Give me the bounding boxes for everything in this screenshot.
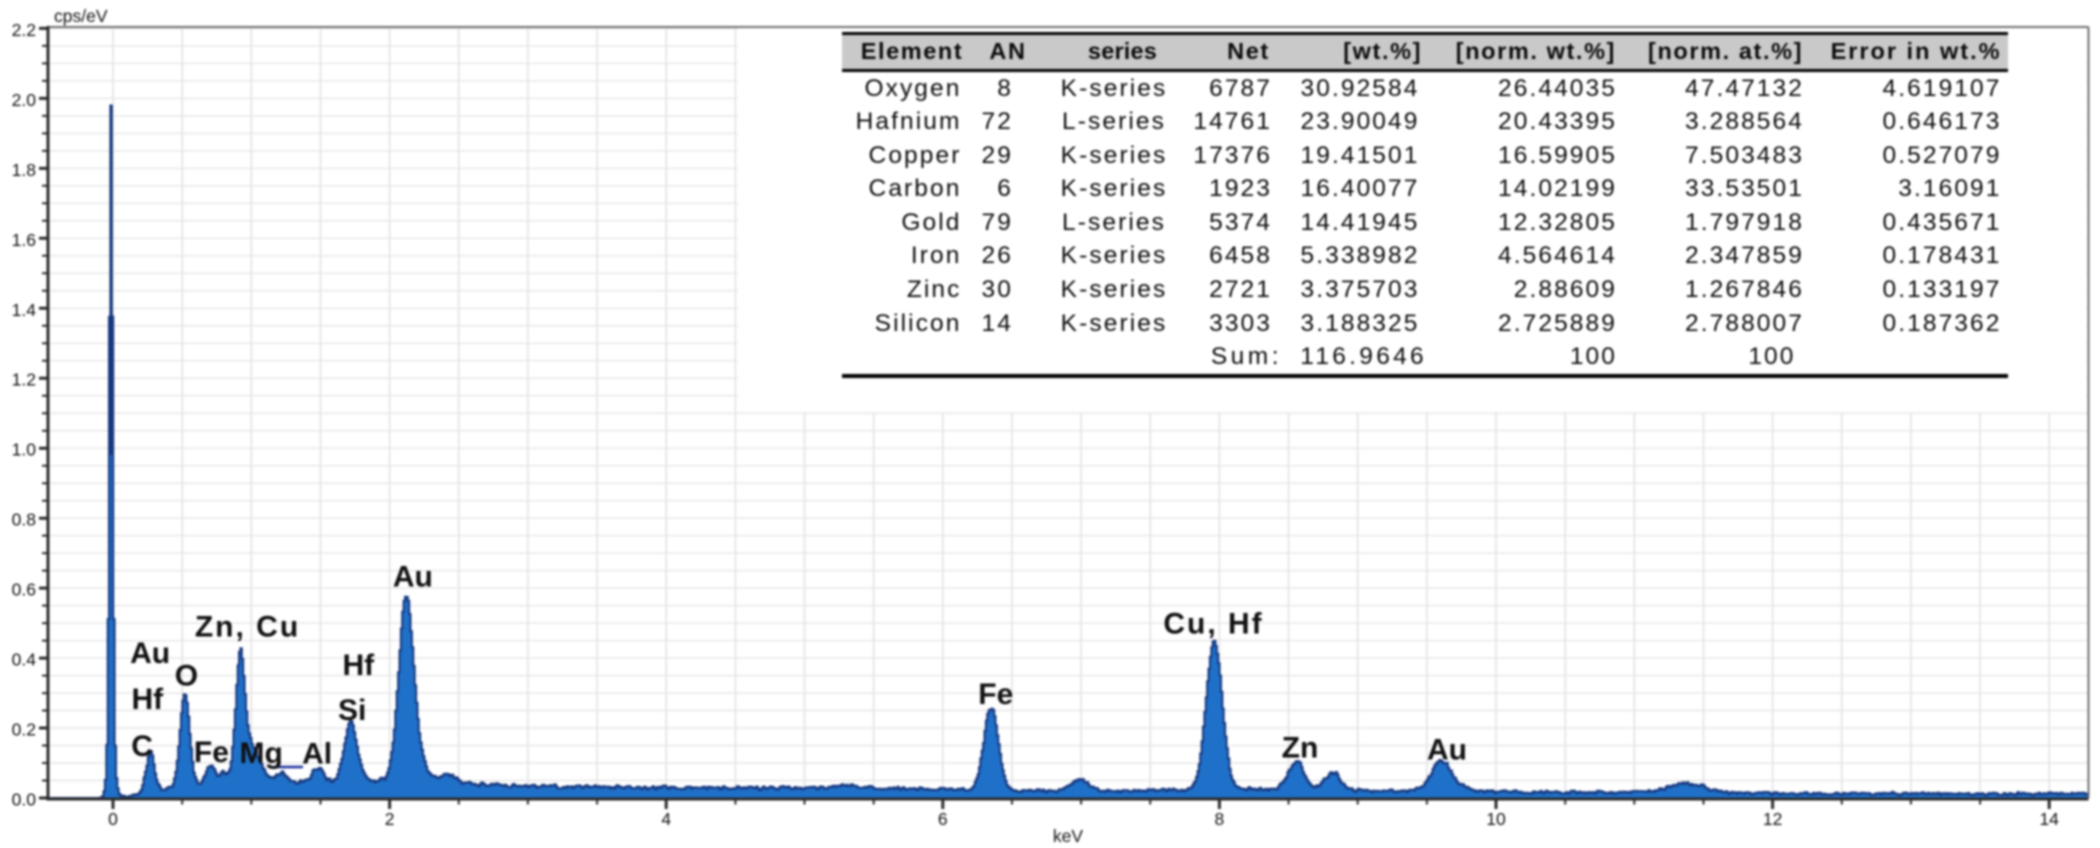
svg-text:2.2: 2.2 [12,20,36,40]
svg-text:0.8: 0.8 [12,510,36,530]
svg-text:cps/eV: cps/eV [54,6,108,26]
svg-text:2.0: 2.0 [12,90,37,110]
svg-text:6: 6 [938,809,948,829]
svg-text:0.0: 0.0 [12,790,37,810]
svg-text:1.6: 1.6 [12,230,36,250]
svg-text:4: 4 [661,809,671,829]
svg-text:Cu, Hf: Cu, Hf [1163,608,1263,641]
svg-text:2: 2 [385,809,395,829]
svg-text:Au: Au [1427,734,1467,767]
svg-text:12: 12 [1763,809,1782,829]
svg-text:Si: Si [338,694,366,727]
svg-text:keV: keV [1053,826,1083,846]
svg-text:Hf: Hf [342,649,375,682]
svg-text:Fe: Fe [194,736,229,769]
svg-text:1.0: 1.0 [12,440,37,460]
svg-text:10: 10 [1486,809,1506,829]
svg-text:1.4: 1.4 [12,300,37,320]
svg-text:1.2: 1.2 [12,370,36,390]
svg-text:Au: Au [393,561,433,594]
svg-text:Zn, Cu: Zn, Cu [195,611,300,644]
svg-text:0.4: 0.4 [12,650,37,670]
svg-text:Hf: Hf [131,683,164,716]
svg-text:Al: Al [302,738,332,771]
svg-text:1.8: 1.8 [12,160,36,180]
svg-text:Au: Au [130,637,170,670]
svg-text:O: O [175,660,198,693]
svg-text:0.2: 0.2 [12,720,36,740]
svg-text:Zn: Zn [1282,732,1319,765]
svg-text:Mg: Mg [240,737,283,770]
svg-text:14: 14 [2039,809,2059,829]
svg-text:Fe: Fe [978,678,1013,711]
svg-text:8: 8 [1215,809,1225,829]
svg-text:0: 0 [108,809,118,829]
svg-text:C: C [131,730,153,763]
svg-text:0.6: 0.6 [12,580,36,600]
